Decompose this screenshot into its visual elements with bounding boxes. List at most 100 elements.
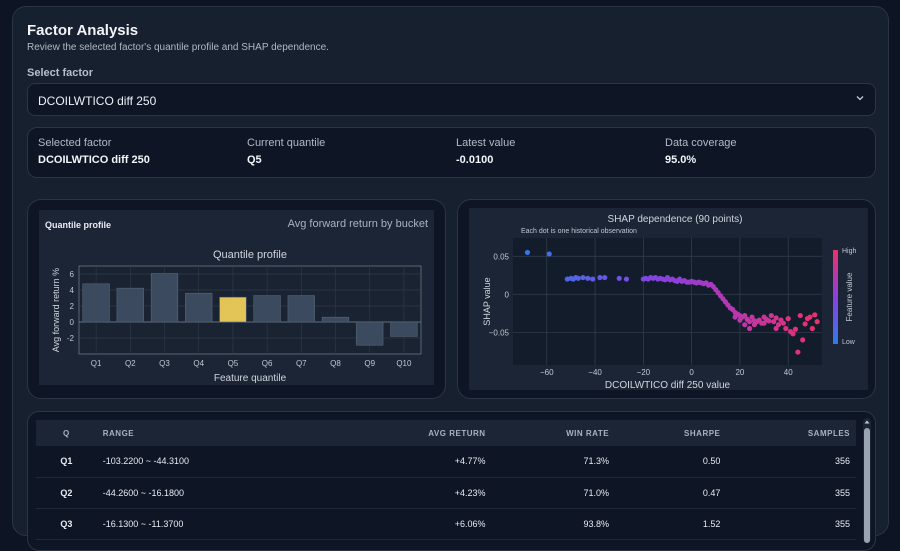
scatter-point bbox=[742, 322, 748, 328]
cell-q: Q2 bbox=[36, 477, 97, 509]
factor-select-value: DCOILWTICO diff 250 bbox=[38, 94, 157, 108]
y-tick-label: 2 bbox=[70, 302, 75, 311]
scatter-point bbox=[802, 321, 808, 327]
scrollbar-thumb[interactable] bbox=[864, 428, 870, 543]
scatter-point bbox=[775, 322, 782, 328]
column-header-samples[interactable]: SAMPLES bbox=[807, 428, 850, 438]
stat-value: DCOILWTICO diff 250 bbox=[38, 154, 150, 166]
scatter-point bbox=[773, 325, 779, 332]
y-tick-label: 6 bbox=[70, 270, 75, 279]
x-axis-label: Feature quantile bbox=[214, 373, 287, 384]
scatter-point bbox=[746, 319, 753, 325]
x-tick-label: −20 bbox=[637, 368, 651, 377]
x-axis-label: DCOILWTICO diff 250 value bbox=[605, 380, 731, 390]
scatter-point bbox=[766, 318, 772, 324]
x-tick-label: 40 bbox=[784, 368, 793, 377]
stat-data-coverage: Data coverage 95.0% bbox=[665, 137, 737, 166]
cell-samples: 355 bbox=[726, 508, 856, 540]
x-tick-label: Q6 bbox=[262, 359, 273, 368]
bar-q3 bbox=[150, 273, 179, 323]
scatter-point bbox=[597, 274, 603, 281]
factor-select[interactable]: DCOILWTICO diff 250 bbox=[27, 83, 876, 116]
column-header-sharpe[interactable]: SHARPE bbox=[684, 428, 721, 438]
stat-selected-factor: Selected factor DCOILWTICO diff 250 bbox=[38, 137, 150, 166]
x-tick-label: Q9 bbox=[364, 359, 375, 368]
scatter-point bbox=[812, 312, 818, 318]
bar-q6 bbox=[253, 295, 281, 323]
y-tick-label: 0 bbox=[505, 290, 510, 299]
scatter-point bbox=[785, 316, 791, 322]
chevron-down-icon bbox=[856, 96, 864, 101]
scatter-point bbox=[575, 275, 581, 281]
column-header-avg-return[interactable]: AVG RETURN bbox=[428, 428, 486, 438]
cell-sharpe: 1.52 bbox=[615, 508, 727, 540]
bar-q4 bbox=[185, 292, 213, 323]
scatter-point bbox=[795, 349, 801, 355]
stat-value: -0.0100 bbox=[456, 154, 494, 166]
scatter-point bbox=[616, 275, 622, 281]
cell-sharpe: 0.47 bbox=[615, 477, 727, 509]
bar-q7 bbox=[287, 295, 315, 323]
chart-title: SHAP dependence (90 points) bbox=[608, 214, 743, 225]
y-tick-label: -2 bbox=[67, 334, 75, 343]
cell-sharpe: 0.50 bbox=[615, 446, 727, 478]
cell-avg-return: +6.06% bbox=[299, 508, 492, 540]
scatter-point bbox=[790, 331, 796, 337]
colorbar-title: Feature value bbox=[845, 272, 854, 321]
scatter-point bbox=[751, 318, 758, 324]
x-tick-label: Q7 bbox=[296, 359, 307, 368]
quantile-card-title: Quantile profile bbox=[45, 220, 112, 230]
scatter-point bbox=[780, 320, 786, 326]
column-header-win-rate[interactable]: WIN RATE bbox=[566, 428, 610, 438]
table-row[interactable]: Q3 -16.1300 ~ -11.3700 +6.06% 93.8% 1.52… bbox=[36, 508, 856, 540]
quantile-card-subtitle: Avg forward return by bucket bbox=[287, 218, 428, 230]
cell-q: Q1 bbox=[36, 446, 97, 478]
y-axis-label: Avg forward return % bbox=[51, 268, 61, 352]
stats-bar: Selected factor DCOILWTICO diff 250 Curr… bbox=[27, 127, 876, 178]
y-tick-label: 0.05 bbox=[493, 252, 509, 261]
stat-latest-value: Latest value -0.0100 bbox=[456, 137, 515, 166]
y-tick-label: −0.05 bbox=[489, 328, 510, 337]
scatter-point bbox=[783, 325, 789, 332]
chart-annotation: Each dot is one historical observation bbox=[521, 228, 637, 235]
stat-label: Current quantile bbox=[247, 137, 326, 149]
table-row[interactable]: Q2 -44.2600 ~ -16.1800 +4.23% 71.0% 0.47… bbox=[36, 477, 856, 509]
scatter-point bbox=[742, 312, 748, 319]
column-header-q[interactable]: Q bbox=[63, 428, 70, 438]
scatter-point bbox=[590, 276, 596, 282]
x-tick-label: Q2 bbox=[125, 359, 136, 368]
scatter-point bbox=[800, 337, 806, 343]
cell-range: -16.1300 ~ -11.3700 bbox=[96, 508, 300, 540]
bar-q2 bbox=[116, 287, 144, 323]
bar-q9 bbox=[356, 321, 384, 346]
factor-analysis-panel: Factor Analysis Review the selected fact… bbox=[12, 6, 889, 551]
colorbar-high-label: High bbox=[842, 248, 857, 255]
y-axis-label: SHAP value bbox=[482, 277, 492, 325]
scatter-point bbox=[623, 276, 630, 282]
scatter-point bbox=[807, 314, 813, 320]
cell-samples: 356 bbox=[726, 446, 856, 478]
page-title: Factor Analysis bbox=[27, 22, 139, 39]
scatter-point bbox=[792, 326, 799, 332]
cell-win-rate: 71.3% bbox=[491, 446, 616, 478]
table-row[interactable]: Q1 -103.2200 ~ -44.3100 +4.77% 71.3% 0.5… bbox=[36, 446, 856, 478]
chart-title: Quantile profile bbox=[213, 249, 287, 261]
table-scrollbar[interactable] bbox=[863, 418, 871, 543]
stat-value: 95.0% bbox=[665, 154, 697, 166]
quantile-table-card: Q RANGE AVG RETURN WIN RATE SHARPE SAMPL… bbox=[27, 411, 876, 551]
x-tick-label: Q1 bbox=[91, 359, 102, 368]
column-header-range[interactable]: RANGE bbox=[102, 428, 135, 438]
cell-range: -103.2200 ~ -44.3100 bbox=[96, 446, 300, 478]
quantile-chart-area: Quantile profile Avg forward return by b… bbox=[39, 210, 434, 385]
x-tick-label: Q8 bbox=[330, 359, 341, 368]
scatter-point bbox=[814, 319, 820, 325]
cell-win-rate: 71.0% bbox=[491, 477, 616, 509]
x-tick-label: Q5 bbox=[228, 359, 239, 368]
scroll-up-icon[interactable] bbox=[863, 418, 871, 426]
shap-scatter-chart: SHAP dependence (90 points) Each dot is o… bbox=[482, 214, 857, 390]
scatter-point bbox=[524, 249, 531, 256]
scatter-point bbox=[761, 320, 767, 326]
x-tick-label: Q3 bbox=[159, 359, 170, 368]
y-tick-label: 4 bbox=[70, 286, 75, 295]
stat-current-quantile: Current quantile Q5 bbox=[247, 137, 325, 166]
